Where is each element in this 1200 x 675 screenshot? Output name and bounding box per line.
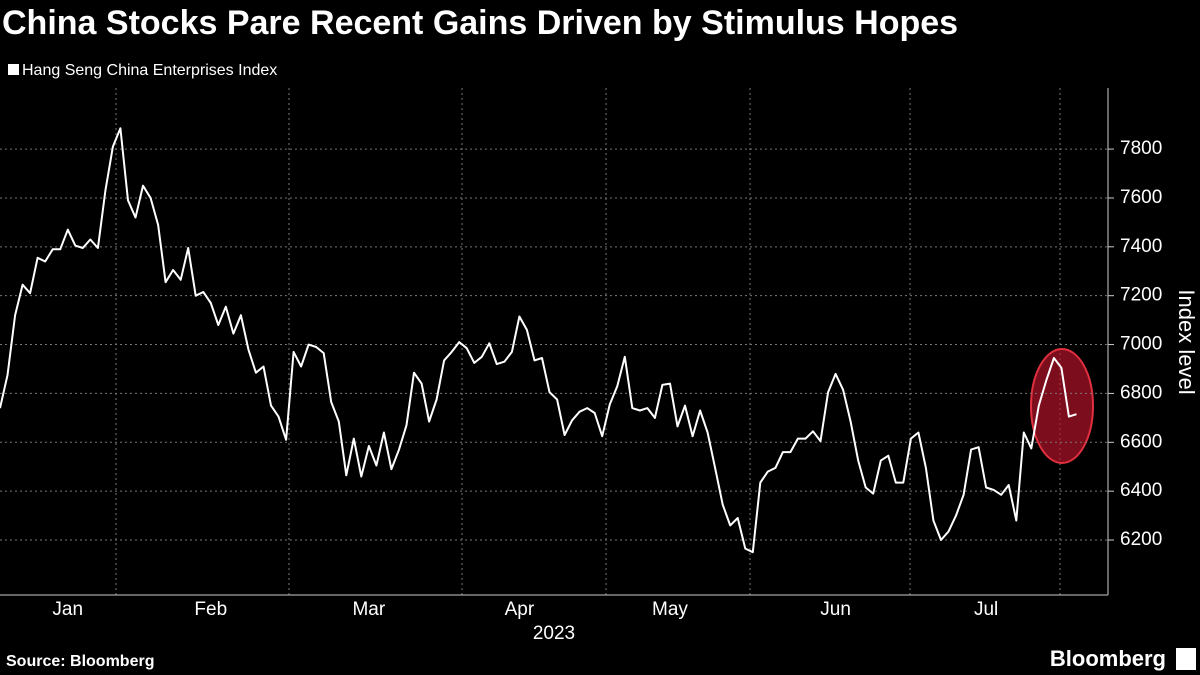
line [0,127,1077,554]
y-axis-label: Index level [1174,289,1199,394]
x-grid [115,88,1061,595]
x-tick-label: Mar [352,599,385,620]
x-tick-label: May [652,599,688,620]
y-tick-label: 7400 [1120,236,1162,257]
plot [0,127,1108,554]
y-tick-label: 6200 [1120,529,1162,550]
x-tick-label: Jul [974,599,998,620]
y-tick-label: 6600 [1120,431,1162,452]
x-tick-label: Apr [505,599,535,620]
chart-title: China Stocks Pare Recent Gains Driven by… [2,4,958,42]
y-tick-label: 7000 [1120,334,1162,355]
x-tick-label: Jun [820,599,851,620]
y-tick-label: 7600 [1120,187,1162,208]
y-tick-label: 7200 [1120,285,1162,306]
y-tick-label: 6400 [1120,480,1162,501]
x-tick-label: Feb [194,599,227,620]
brand: Bloomberg [1050,646,1166,671]
brand-icon [1176,648,1196,670]
y-tick-label: 6800 [1120,382,1162,403]
x-axis-label: 2023 [533,623,575,644]
legend-label: Hang Seng China Enterprises Index [22,62,277,79]
source: Source: Bloomberg [6,653,154,670]
y-tick-label: 7800 [1120,138,1162,159]
highlight-circle [1030,348,1094,464]
legend-swatch [8,64,19,75]
x-tick-label: Jan [52,599,83,620]
